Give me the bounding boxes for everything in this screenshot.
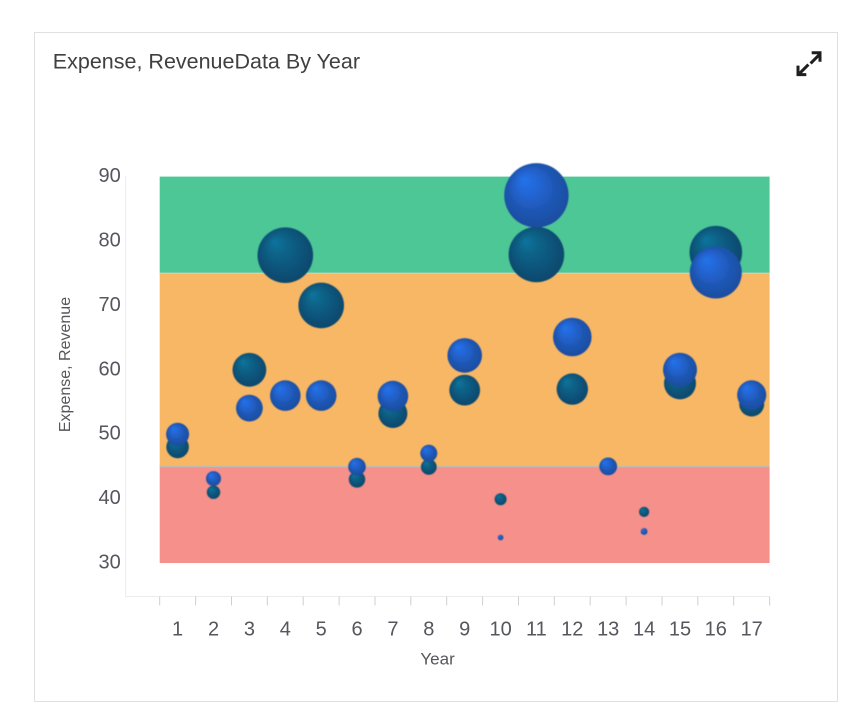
svg-text:4: 4 <box>280 618 291 640</box>
svg-text:60: 60 <box>99 358 121 380</box>
svg-text:13: 13 <box>597 618 619 640</box>
svg-text:Year: Year <box>420 650 455 669</box>
svg-text:16: 16 <box>705 618 727 640</box>
svg-text:15: 15 <box>669 618 691 640</box>
svg-text:7: 7 <box>387 618 398 640</box>
svg-text:90: 90 <box>99 165 121 187</box>
svg-text:17: 17 <box>741 618 763 640</box>
svg-text:1: 1 <box>172 618 183 640</box>
svg-text:40: 40 <box>99 487 121 509</box>
svg-text:3: 3 <box>244 618 255 640</box>
svg-text:12: 12 <box>561 618 583 640</box>
svg-text:10: 10 <box>489 618 511 640</box>
svg-text:Expense, Revenue: Expense, Revenue <box>57 297 74 432</box>
svg-text:5: 5 <box>316 618 327 640</box>
svg-text:14: 14 <box>633 618 655 640</box>
svg-text:11: 11 <box>526 618 547 640</box>
svg-text:70: 70 <box>99 294 121 316</box>
svg-text:80: 80 <box>99 230 121 252</box>
svg-text:2: 2 <box>208 618 219 640</box>
svg-text:8: 8 <box>423 618 434 640</box>
svg-text:6: 6 <box>351 618 362 640</box>
svg-text:9: 9 <box>459 618 470 640</box>
svg-text:50: 50 <box>99 423 121 445</box>
svg-text:Expense, RevenueData By Year: Expense, RevenueData By Year <box>53 50 360 74</box>
svg-text:30: 30 <box>99 552 121 574</box>
